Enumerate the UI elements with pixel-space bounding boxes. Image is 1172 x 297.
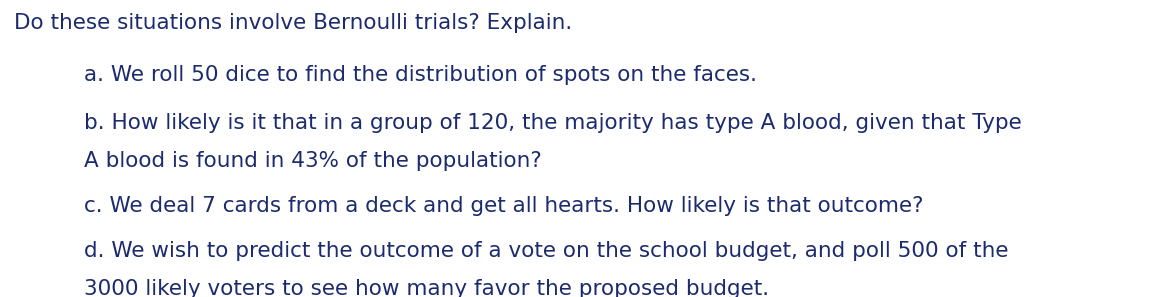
Text: c. We deal 7 cards from a deck and get all hearts. How likely is that outcome?: c. We deal 7 cards from a deck and get a… (84, 196, 924, 216)
Text: b. How likely is it that in a group of 120, the majority has type A blood, given: b. How likely is it that in a group of 1… (84, 113, 1022, 133)
Text: d. We wish to predict the outcome of a vote on the school budget, and poll 500 o: d. We wish to predict the outcome of a v… (84, 241, 1009, 260)
Text: Do these situations involve Bernoulli trials? Explain.: Do these situations involve Bernoulli tr… (14, 13, 572, 33)
Text: 3000 likely voters to see how many favor the proposed budget.: 3000 likely voters to see how many favor… (84, 279, 770, 297)
Text: a. We roll 50 dice to find the distribution of spots on the faces.: a. We roll 50 dice to find the distribut… (84, 65, 757, 85)
Text: A blood is found in 43% of the population?: A blood is found in 43% of the populatio… (84, 151, 543, 171)
